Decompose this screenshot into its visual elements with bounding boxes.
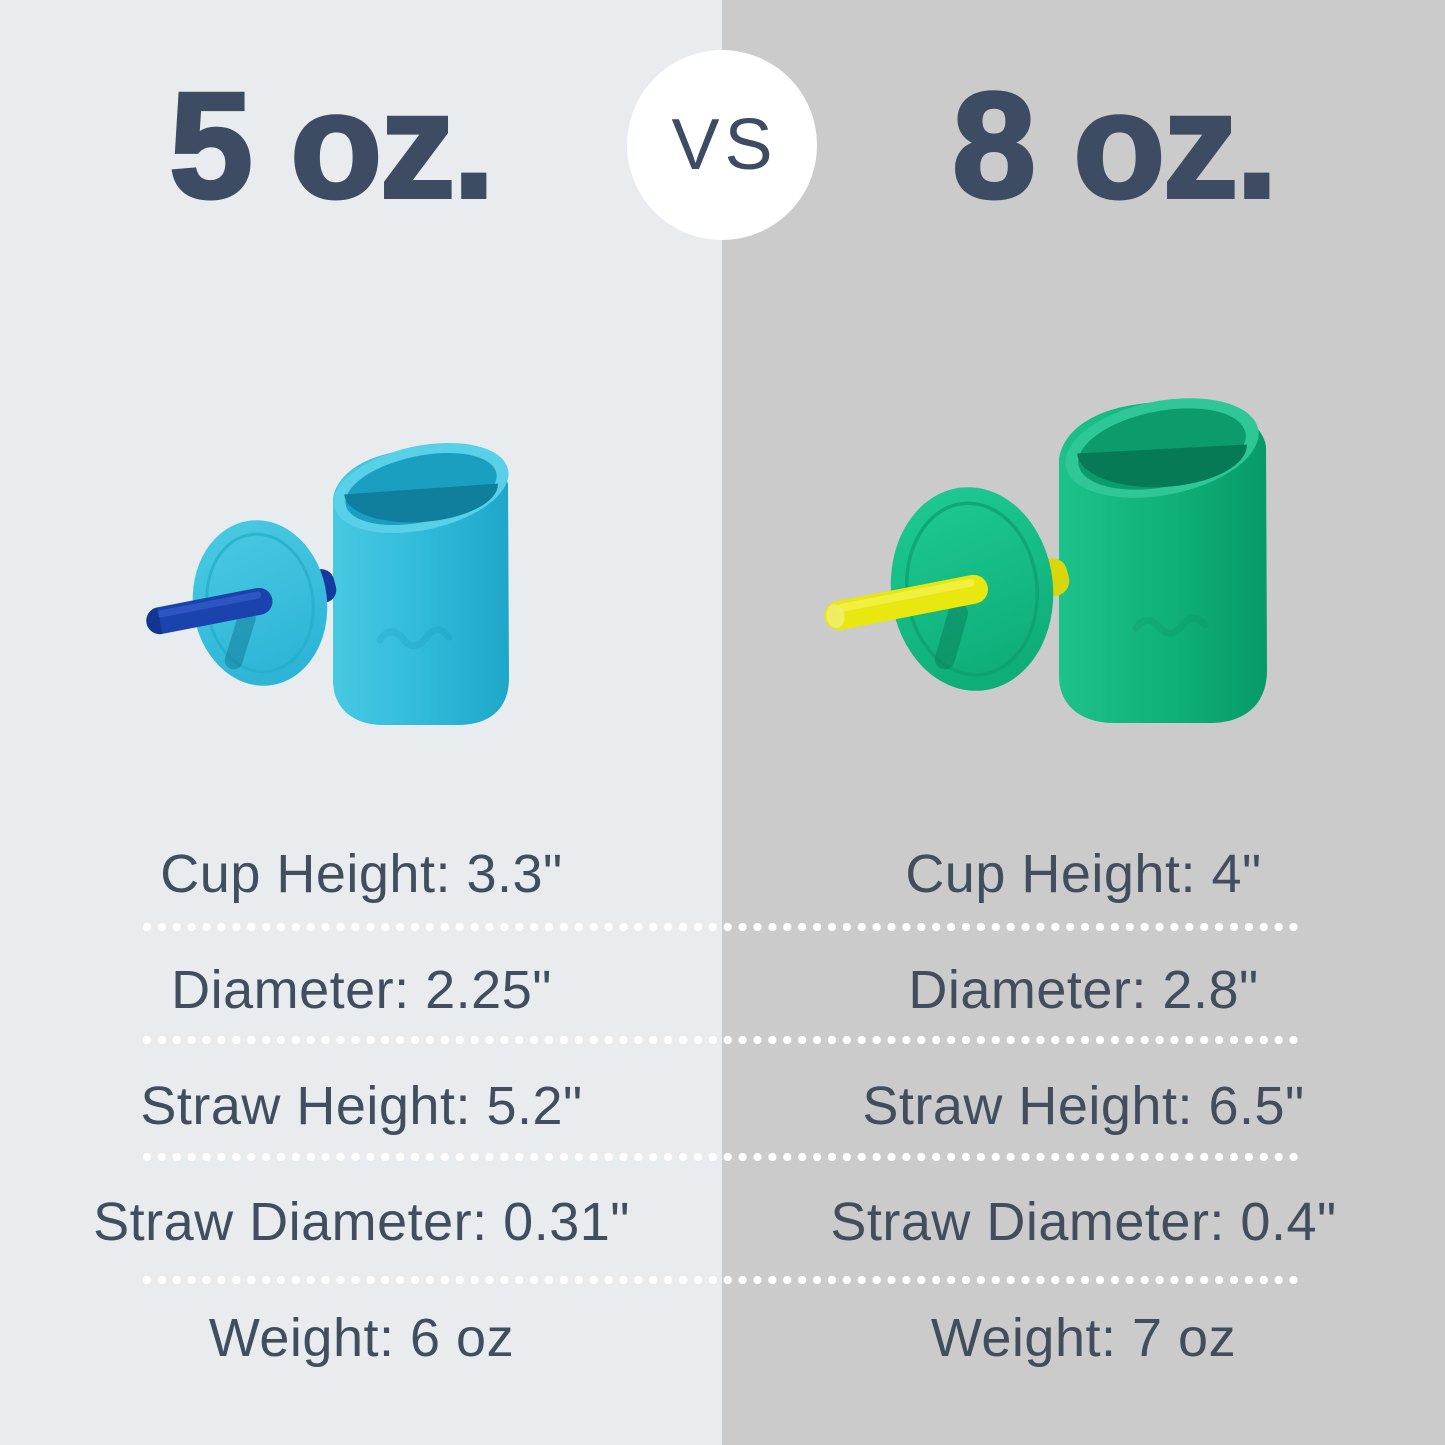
dotted-separator: [142, 1275, 1298, 1285]
spec-cup-height: Cup Height: 3.3": [160, 844, 563, 904]
spec-weight: Weight: 7 oz: [930, 1308, 1237, 1368]
spec-straw-height: Straw Height: 6.5": [862, 1076, 1305, 1136]
straw: [824, 574, 988, 630]
dotted-separator: [142, 1152, 1298, 1162]
brand-emboss: [376, 626, 453, 650]
dotted-separator: [142, 1035, 1298, 1045]
spec-cup-height: Cup Height: 4": [905, 844, 1262, 904]
cup-photo-8oz: [824, 398, 1267, 723]
vs-label: VS: [671, 105, 778, 185]
spec-straw-height: Straw Height: 5.2": [140, 1076, 583, 1136]
straw-highlight: [837, 578, 975, 612]
right-panel-background: [722, 0, 1445, 1445]
dotted-separator: [142, 922, 1298, 932]
spec-list-8oz: Cup Height: 4" Diameter: 2.8" Straw Heig…: [722, 816, 1445, 1396]
straw-tip: [146, 607, 163, 635]
spec-weight: Weight: 6 oz: [208, 1308, 515, 1368]
cup-photo-5oz: [146, 442, 509, 725]
straw: [146, 587, 273, 635]
cup-8oz-group: [824, 398, 1267, 723]
straw-shadow: [224, 609, 256, 670]
straw-highlight: [157, 591, 262, 618]
spec-straw-diameter: Straw Diameter: 0.31": [93, 1192, 630, 1252]
left-panel-background: [0, 0, 723, 1445]
straw-shadow: [934, 603, 969, 670]
straw-tip: [826, 604, 845, 629]
spec-diameter: Diameter: 2.25": [171, 960, 552, 1020]
spec-list-5oz: Cup Height: 3.3" Diameter: 2.25" Straw H…: [0, 816, 723, 1396]
vs-badge: VS: [627, 50, 817, 240]
spec-diameter: Diameter: 2.8": [908, 960, 1259, 1020]
spec-straw-diameter: Straw Diameter: 0.4": [830, 1192, 1337, 1252]
right-size-title: 8 oz.: [950, 61, 1279, 229]
cup-5oz-group: [146, 442, 509, 725]
brand-emboss: [1132, 614, 1209, 637]
left-size-title: 5 oz.: [167, 61, 496, 229]
cup-opening-shadow: [344, 483, 498, 523]
cup-opening-shadow: [1077, 444, 1247, 488]
